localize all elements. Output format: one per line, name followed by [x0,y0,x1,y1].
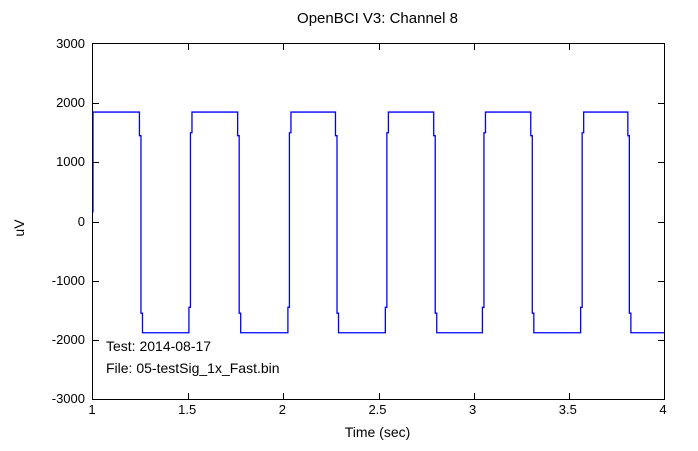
x-tick-label: 1.5 [178,402,197,417]
x-tick-mark [378,393,380,399]
x-tick-mark [568,44,570,50]
y-tick-label: 3000 [56,36,85,51]
y-tick-mark [658,339,664,341]
chart-title: OpenBCI V3: Channel 8 [297,10,458,27]
y-tick-mark [658,162,664,164]
x-tick-mark [283,44,285,50]
y-tick-mark [658,280,664,282]
annotation-file-name: File: 05-testSig_1x_Fast.bin [106,360,280,376]
y-tick-mark [93,339,99,341]
y-tick-label: -1000 [51,272,85,288]
y-tick-mark [93,162,99,164]
annotation-test-date: Test: 2014-08-17 [106,338,212,354]
x-tick-mark [188,44,190,50]
y-tick-label: -3000 [51,391,85,406]
x-tick-label: 3 [469,402,477,417]
x-tick-label: 2 [278,402,286,417]
waveform-line [93,111,664,334]
x-tick-mark [568,393,570,399]
plot-area: Test: 2014-08-17 File: 05-testSig_1x_Fas… [92,43,665,400]
y-tick-label: 1000 [56,154,85,170]
x-tick-mark [473,393,475,399]
x-tick-mark [473,44,475,50]
x-tick-label: 1 [88,402,96,417]
x-tick-mark [188,393,190,399]
y-tick-mark [93,280,99,282]
x-tick-label: 3.5 [558,402,577,417]
x-tick-label: 4 [659,402,667,417]
y-tick-mark [658,103,664,105]
y-tick-mark [93,221,99,223]
y-tick-label: 2000 [56,95,85,111]
y-tick-label: -2000 [51,331,85,347]
y-tick-mark [93,103,99,105]
x-tick-mark [378,44,380,50]
x-axis-label: Time (sec) [344,424,411,440]
channel-8-trace [93,111,664,334]
x-tick-mark [283,393,285,399]
y-tick-mark [658,221,664,223]
x-tick-label: 2.5 [368,402,387,417]
y-tick-label: 0 [77,213,85,229]
